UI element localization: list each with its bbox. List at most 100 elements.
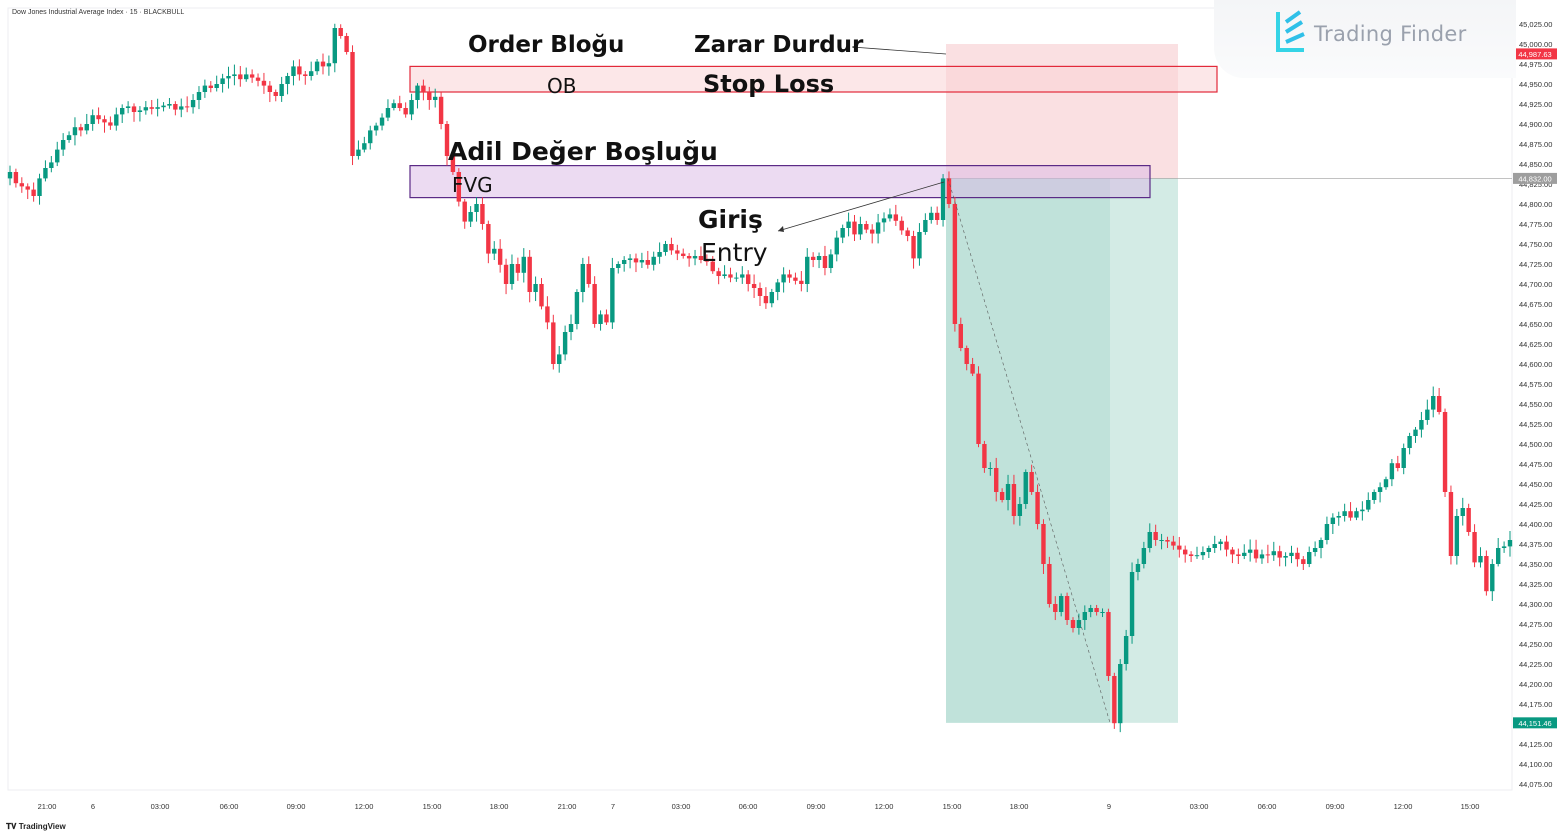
- candle-body: [1407, 436, 1412, 448]
- candle-body: [1501, 546, 1507, 548]
- candle-body: [285, 76, 290, 84]
- candle-body: [344, 36, 349, 52]
- candle-body: [497, 248, 503, 265]
- x-tick-label: 09:00: [287, 802, 306, 811]
- candle-body: [562, 332, 568, 355]
- trading-finder-watermark: Trading Finder: [1214, 0, 1516, 78]
- candle-body: [492, 248, 497, 254]
- candle-body: [651, 256, 656, 265]
- candle-body: [474, 204, 479, 212]
- candle-body: [120, 108, 125, 115]
- time-axis[interactable]: 21:00 6 03:00 06:00 09:00 12:00 15:00 18:00 21:0…: [38, 802, 1480, 811]
- candle-body: [822, 256, 828, 268]
- candle-body: [49, 162, 54, 168]
- candle-body: [1478, 556, 1483, 563]
- candle-body: [1472, 532, 1477, 563]
- candle-body: [409, 100, 414, 115]
- candle-body: [1259, 554, 1265, 559]
- candle-body: [669, 244, 674, 251]
- candle-body: [610, 268, 615, 323]
- candle-body: [1171, 541, 1176, 546]
- candle-body: [639, 260, 645, 263]
- candle-body: [173, 104, 178, 110]
- y-tick-label: 44,625.00: [1519, 340, 1552, 349]
- candle-body: [261, 80, 267, 86]
- y-tick-label: 44,425.00: [1519, 500, 1552, 509]
- candle-body: [1064, 596, 1070, 620]
- candle-body: [999, 492, 1005, 500]
- y-tick-label: 44,925.00: [1519, 100, 1552, 109]
- candle-body: [1058, 596, 1064, 612]
- candle-body: [1047, 564, 1052, 604]
- candle-body: [297, 66, 302, 75]
- candle-body: [1218, 541, 1223, 544]
- candle-body: [692, 256, 698, 259]
- candle-body: [84, 124, 89, 131]
- candle-body: [976, 373, 981, 444]
- x-tick-label: 09:00: [807, 802, 826, 811]
- take-profit-zone-filled: [946, 178, 1110, 723]
- candle-body: [444, 124, 450, 156]
- candle-body: [7, 172, 13, 179]
- candle-body: [244, 74, 249, 80]
- candle-body: [958, 324, 963, 348]
- candle-body: [350, 52, 355, 156]
- candle-body: [356, 149, 361, 156]
- candle-body: [982, 444, 987, 468]
- candle-body: [184, 106, 190, 108]
- candle-body: [238, 74, 243, 80]
- stop-loss-tr-label: Zarar Durdur: [694, 32, 864, 58]
- candle-body: [1005, 484, 1011, 500]
- candle-body: [1023, 472, 1028, 504]
- candle-body: [332, 28, 338, 64]
- chart-zones: [409, 44, 1512, 723]
- y-tick-label: 44,125.00: [1519, 740, 1552, 749]
- tradingview-brand-text: TradingView: [18, 822, 66, 831]
- candle-body: [208, 85, 213, 88]
- candle-body: [852, 221, 857, 235]
- candle-body: [1106, 612, 1111, 676]
- candle-body: [1147, 532, 1152, 548]
- candle-body: [551, 322, 556, 364]
- x-tick-label: 21:00: [558, 802, 577, 811]
- candle-body: [1041, 524, 1046, 564]
- candle-body: [1053, 604, 1058, 612]
- candle-body: [1307, 552, 1312, 564]
- candle-body: [303, 74, 308, 76]
- candle-body: [220, 78, 225, 84]
- x-tick-label: 18:00: [1010, 802, 1029, 811]
- candle-body: [291, 66, 296, 76]
- tradingview-brand: 𝐓𝐕 TradingView: [6, 822, 66, 832]
- y-tick-label: 44,750.00: [1519, 240, 1552, 249]
- candle-body: [1377, 487, 1383, 492]
- candle-body: [1312, 548, 1318, 552]
- y-tick-label: 44,400.00: [1519, 520, 1552, 529]
- candle-body: [1123, 636, 1129, 664]
- candle-body: [1383, 479, 1389, 488]
- candle-body: [1436, 396, 1442, 412]
- candle-body: [988, 468, 993, 469]
- candle-body: [946, 178, 952, 204]
- candle-body: [887, 214, 893, 219]
- candle-body: [923, 220, 928, 232]
- x-tick-label: 15:00: [1461, 802, 1480, 811]
- candle-body: [214, 84, 219, 88]
- candle-body: [1360, 509, 1365, 512]
- y-tick-label: 44,600.00: [1519, 360, 1552, 369]
- candle-body: [1401, 448, 1406, 468]
- candle-body: [1324, 524, 1330, 540]
- candle-body: [929, 212, 934, 220]
- chart-overlays: [777, 44, 1111, 723]
- y-tick-label: 44,375.00: [1519, 540, 1552, 549]
- candle-body: [226, 76, 231, 79]
- candle-body: [397, 103, 402, 108]
- candle-body: [799, 280, 804, 284]
- y-tick-label: 44,975.00: [1519, 60, 1552, 69]
- candle-body: [751, 284, 757, 288]
- x-tick-label: 12:00: [1394, 802, 1413, 811]
- candle-body: [1153, 532, 1158, 540]
- candle-body: [834, 237, 839, 255]
- price-axis[interactable]: 45,025.00 45,000.00 44,975.00 44,950.00 44,9…: [1513, 20, 1557, 789]
- candle-body: [846, 221, 851, 228]
